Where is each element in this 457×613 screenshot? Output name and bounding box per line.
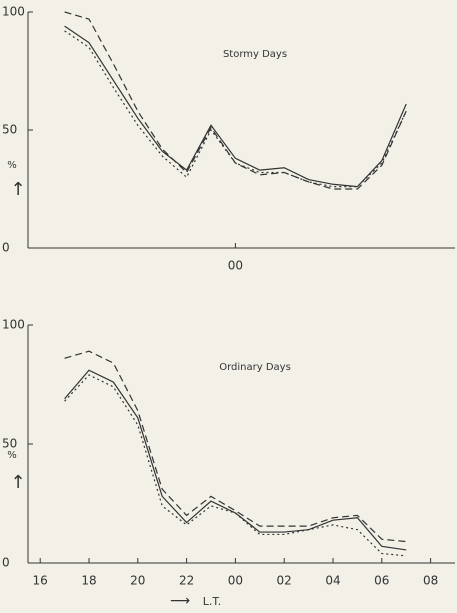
x-tick-label: 00 [228, 574, 243, 588]
x-tick-label: 18 [81, 574, 96, 588]
data-line [64, 369, 407, 551]
x-tick-label: 22 [179, 574, 194, 588]
x-tick-label: 02 [277, 574, 292, 588]
y-arrow: ↑ [10, 179, 25, 200]
y-axis-label: % [7, 160, 17, 171]
y-tick-label: 100 [2, 318, 25, 332]
y-tick-label: 0 [2, 556, 10, 570]
x-tick-label: 16 [33, 574, 48, 588]
data-line [64, 11, 407, 190]
x-axis-label: L.T. [203, 595, 222, 608]
y-axis-label: % [7, 450, 17, 461]
data-line [64, 30, 407, 188]
y-tick-label: 50 [2, 437, 17, 451]
panel-title: Stormy Days [223, 49, 287, 60]
y-tick-label: 100 [2, 5, 25, 19]
x-tick-label: 20 [130, 574, 145, 588]
x-tick-label: 00 [228, 259, 243, 273]
data-line [64, 350, 407, 543]
x-tick-label: 08 [423, 574, 438, 588]
panel-title: Ordinary Days [219, 362, 291, 373]
y-tick-label: 0 [2, 241, 10, 255]
data-line [64, 25, 407, 188]
data-line [64, 374, 407, 557]
x-tick-label: 04 [325, 574, 340, 588]
y-tick-label: 50 [2, 123, 17, 137]
x-tick-label: 06 [374, 574, 389, 588]
x-arrow: ⟶ [170, 593, 190, 609]
y-arrow: ↑ [10, 472, 25, 493]
